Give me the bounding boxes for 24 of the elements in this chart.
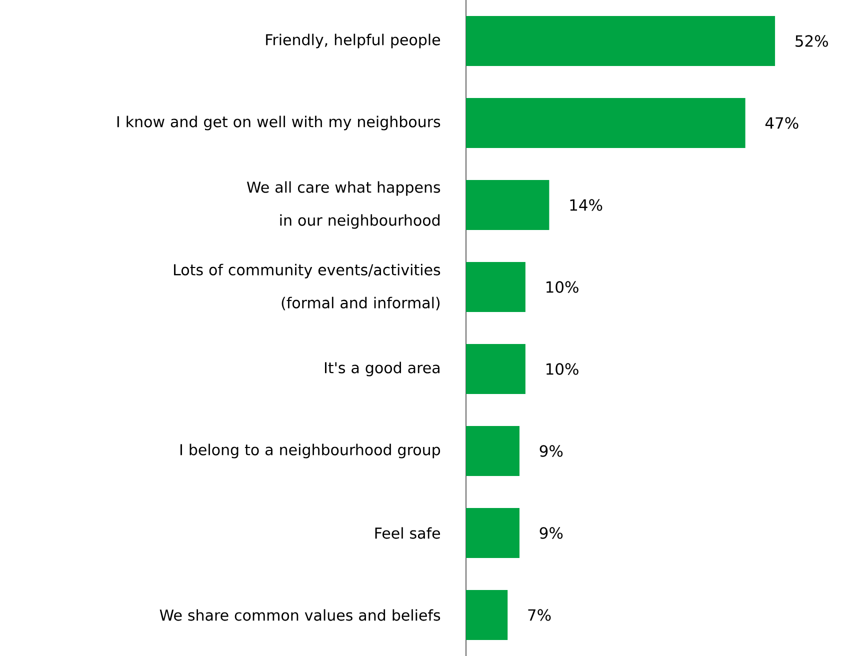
data-label: 52% [796, 35, 828, 47]
bar [466, 426, 520, 476]
y-tick-label: Feel safe [375, 527, 440, 539]
data-label: 9% [540, 527, 563, 539]
data-label: 14% [570, 199, 602, 211]
data-label: 10% [546, 363, 578, 375]
category-label: Lots of community events/activities (formal and informal) [174, 264, 440, 310]
bar [466, 262, 526, 312]
y-tick-label: It's a good area [324, 362, 440, 376]
y-tick-label: Friendly, helpful people [266, 34, 440, 48]
y-tick-label: We share common values and beliefs [160, 609, 440, 621]
bar [466, 508, 520, 558]
category-label: We all care what happens in our neighbourhood [246, 181, 440, 229]
bar [466, 180, 550, 230]
data-label: 47% [765, 117, 798, 129]
y-tick-label: I belong to a neighbourhood group [180, 444, 440, 458]
data-label: 7% [528, 609, 551, 621]
bar [466, 344, 526, 394]
bar [466, 590, 508, 640]
data-label: 10% [546, 281, 578, 293]
data-label: 9% [540, 445, 563, 457]
y-tick-label: I know and get on well with my neighbours [117, 116, 440, 130]
bar [466, 98, 746, 148]
bar [466, 16, 776, 66]
